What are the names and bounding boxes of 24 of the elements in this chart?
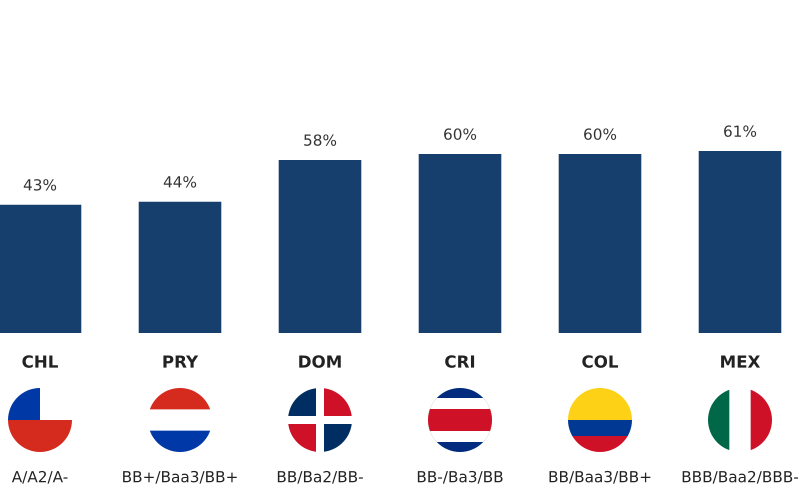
x-tick-label: MEX bbox=[721, 355, 760, 368]
text: BB/Ba2/BB- bbox=[278, 470, 363, 484]
data-label: 58% bbox=[304, 134, 336, 146]
bar bbox=[0, 204, 82, 333]
x-tick-label: CRI bbox=[445, 355, 474, 368]
bar bbox=[558, 154, 642, 333]
text: BB/Baa3/BB+ bbox=[550, 470, 650, 484]
x-tick-label: COL bbox=[582, 355, 618, 368]
text: BB+/Baa3/BB+ bbox=[123, 470, 237, 484]
x-tick-label: CHL bbox=[22, 355, 58, 368]
text: BBB/Baa2/BBB- bbox=[682, 470, 798, 484]
x-tick-label: PRY bbox=[163, 355, 198, 368]
text: A/A2/A- bbox=[12, 470, 68, 484]
data-label: 60% bbox=[584, 128, 616, 140]
bar bbox=[418, 154, 502, 333]
data-label: 44% bbox=[164, 176, 196, 188]
text: BB-/Ba3/BB bbox=[418, 470, 503, 484]
x-tick-label: DOM bbox=[299, 355, 341, 368]
bar bbox=[698, 151, 782, 333]
bar bbox=[138, 202, 222, 333]
data-label: 43% bbox=[24, 179, 56, 191]
data-label: 61% bbox=[724, 125, 756, 137]
data-label: 60% bbox=[444, 128, 476, 140]
bar bbox=[278, 160, 362, 333]
